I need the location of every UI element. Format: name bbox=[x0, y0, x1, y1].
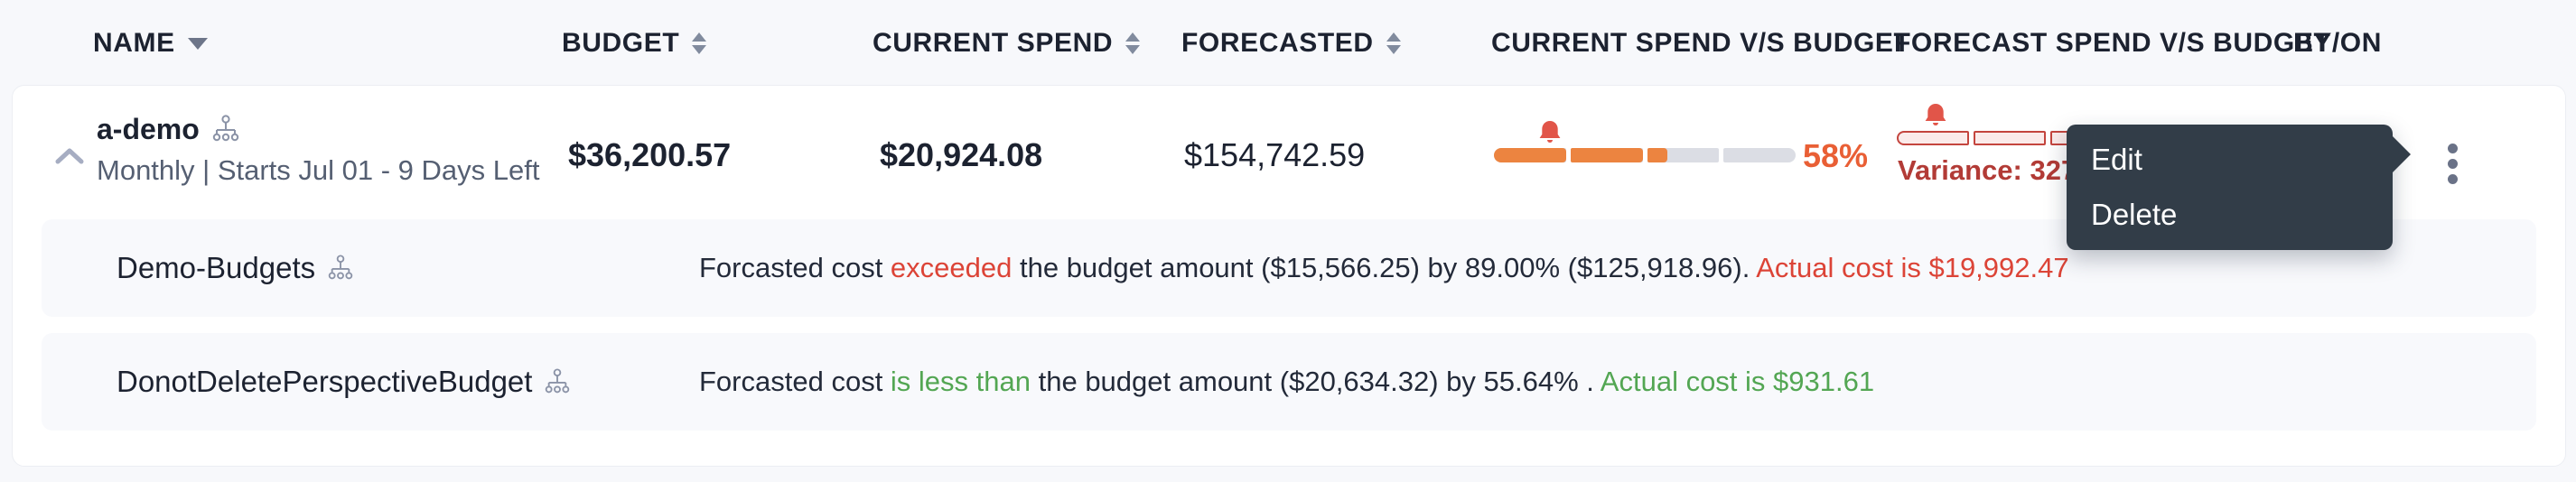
hierarchy-icon bbox=[546, 368, 570, 394]
menu-item-edit[interactable]: Edit bbox=[2091, 143, 2142, 176]
progress-track bbox=[1494, 148, 1796, 162]
collapse-chevron-icon[interactable] bbox=[54, 147, 85, 170]
sort-icon bbox=[1125, 32, 1141, 54]
message-highlight: is less than bbox=[890, 366, 1031, 397]
column-header-name[interactable]: NAME bbox=[93, 28, 208, 59]
budget-table-card: a-demo Monthly | Starts Jul 01 - 9 Days … bbox=[12, 85, 2566, 467]
message-actual-cost: Actual cost is $931.61 bbox=[1600, 366, 1875, 397]
current-spend-amount: $20,924.08 bbox=[880, 136, 1043, 173]
column-header-forecasted[interactable]: FORECASTED bbox=[1181, 28, 1401, 59]
column-header-forecasted-label: FORECASTED bbox=[1181, 28, 1374, 58]
forecasted-amount: $154,742.59 bbox=[1184, 136, 1366, 173]
sort-descending-icon bbox=[187, 37, 208, 50]
current-vs-budget-percent: 58% bbox=[1803, 137, 1869, 174]
column-header-current-spend[interactable]: CURRENT SPEND bbox=[873, 28, 1141, 59]
alert-bell-icon bbox=[1923, 102, 1948, 129]
budget-name-block: a-demo Monthly | Starts Jul 01 - 9 Days … bbox=[97, 109, 539, 187]
message-text: Forcasted cost bbox=[699, 252, 891, 283]
column-header-current-vs-budget-label: CURRENT SPEND V/S BUDGET bbox=[1491, 28, 1911, 58]
menu-item-delete[interactable]: Delete bbox=[2091, 198, 2178, 231]
hierarchy-icon bbox=[328, 255, 353, 280]
row-actions-menu-button[interactable] bbox=[2444, 140, 2461, 188]
column-header-by-on-label: BY/ON bbox=[2293, 28, 2383, 58]
column-header-current-spend-label: CURRENT SPEND bbox=[873, 28, 1114, 58]
sub-budget-name: Demo-Budgets bbox=[117, 251, 316, 284]
message-text: the budget amount ($15,566.25) by 89.00%… bbox=[1012, 252, 1757, 283]
budget-amount: $36,200.57 bbox=[568, 136, 732, 173]
sub-budget-row: DonotDeletePerspectiveBudget Forcasted c… bbox=[42, 333, 2536, 431]
column-header-name-label: NAME bbox=[93, 28, 175, 58]
current-vs-budget-bar bbox=[1494, 121, 1796, 162]
column-header-forecast-vs-budget-label: FORECAST SPEND V/S BUDGET bbox=[1894, 28, 2331, 58]
message-text: the budget amount ($20,634.32) by 55.64%… bbox=[1031, 366, 1601, 397]
message-highlight: exceeded bbox=[890, 252, 1013, 283]
budget-name: a-demo bbox=[97, 112, 200, 145]
hierarchy-icon bbox=[212, 115, 238, 142]
forecast-message: Forcasted cost exceeded the budget amoun… bbox=[699, 252, 2069, 284]
message-actual-cost: Actual cost is $19,992.47 bbox=[1756, 252, 2069, 283]
menu-pointer bbox=[2392, 135, 2411, 173]
sort-icon bbox=[1386, 32, 1401, 54]
alert-bell-icon bbox=[1537, 119, 1563, 146]
column-header-current-vs-budget: CURRENT SPEND V/S BUDGET bbox=[1491, 28, 1910, 59]
column-header-by-on: BY/ON bbox=[2293, 28, 2382, 59]
sub-budget-name: DonotDeletePerspectiveBudget bbox=[117, 365, 533, 398]
context-menu: Edit Delete bbox=[2067, 125, 2411, 250]
message-text: Forcasted cost bbox=[699, 366, 891, 397]
table-header: NAME BUDGET CURRENT SPEND FORECASTED CUR… bbox=[0, 0, 2576, 85]
column-header-budget-label: BUDGET bbox=[562, 28, 680, 58]
forecast-message: Forcasted cost is less than the budget a… bbox=[699, 366, 1874, 398]
sort-icon bbox=[692, 32, 707, 54]
budget-schedule: Monthly | Starts Jul 01 - 9 Days Left bbox=[97, 154, 540, 186]
column-header-forecast-vs-budget: FORECAST SPEND V/S BUDGET bbox=[1894, 28, 2330, 59]
column-header-budget[interactable]: BUDGET bbox=[562, 28, 707, 59]
